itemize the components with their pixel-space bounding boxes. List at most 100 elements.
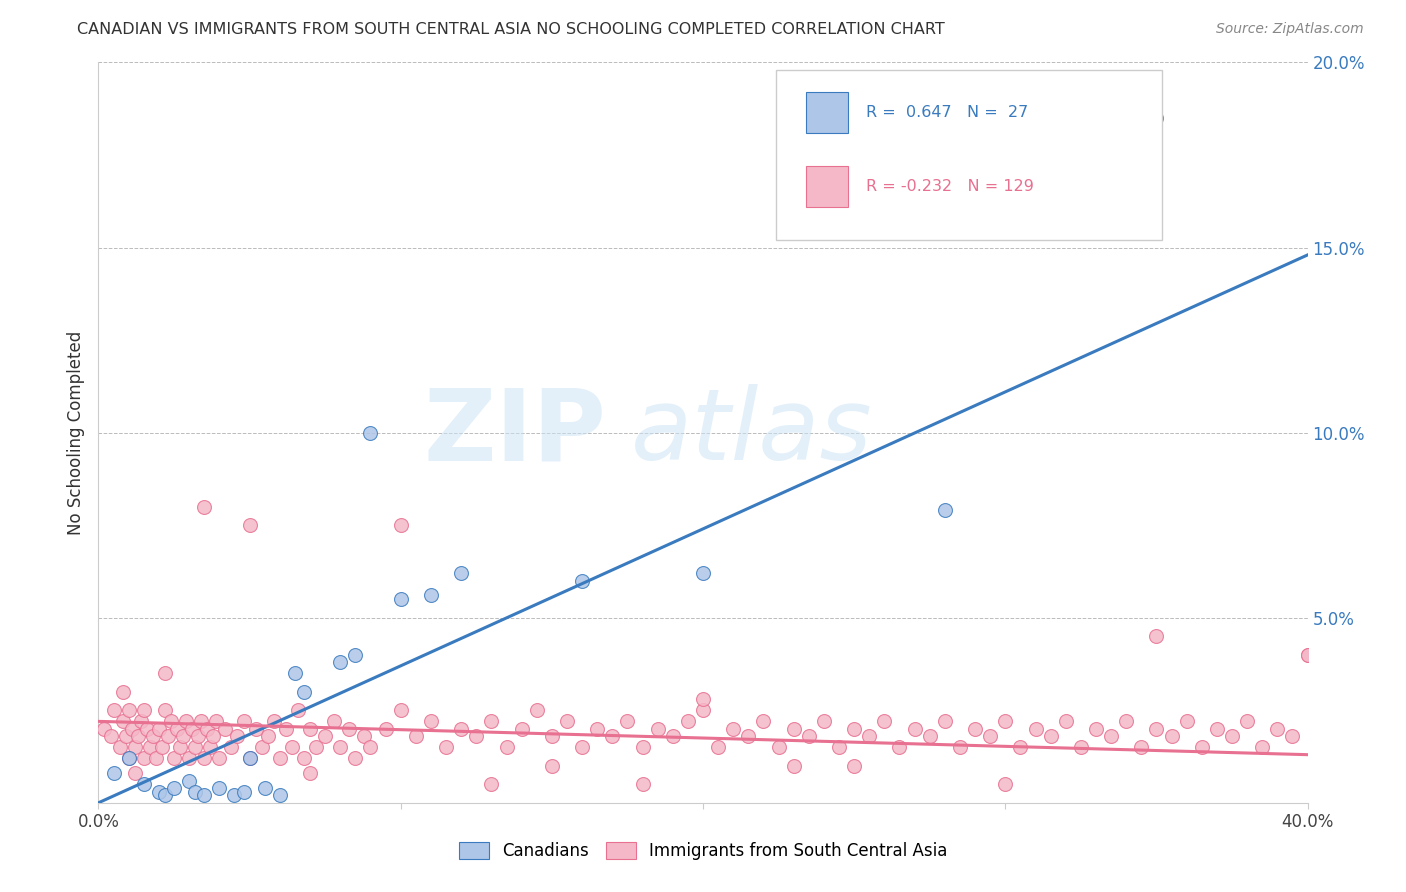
Point [163,751,186,765]
Bar [806,92,848,133]
Point [153,703,176,717]
Point [139,740,162,755]
Point [994,777,1017,791]
Point [360,425,382,440]
Point [253,780,276,795]
Point [797,729,820,743]
Point [160,714,183,729]
Point [323,714,346,729]
Point [873,714,896,729]
Point [329,740,352,755]
Point [287,703,309,717]
Point [132,703,155,717]
Point [232,714,254,729]
Point [239,751,262,765]
Point [205,714,228,729]
Point [405,729,427,743]
Point [226,729,249,743]
Point [111,714,134,729]
Point [374,722,396,736]
Point [692,566,714,581]
Point [389,518,412,533]
Point [118,703,141,717]
Point [329,655,352,669]
Point [737,729,759,743]
Point [844,722,866,736]
Point [100,729,122,743]
Point [299,766,322,780]
Point [586,722,609,736]
Point [631,740,654,755]
Point [224,789,246,803]
Point [1115,714,1137,729]
Point [263,714,285,729]
Point [337,722,360,736]
Point [1144,722,1167,736]
FancyBboxPatch shape [776,70,1163,240]
Point [783,758,806,772]
Point [723,722,745,736]
Point [103,766,125,780]
Point [904,722,927,736]
Point [202,729,225,743]
Text: R =  0.647   N =  27: R = 0.647 N = 27 [866,104,1028,120]
Text: Source: ZipAtlas.com: Source: ZipAtlas.com [1216,22,1364,37]
Point [269,789,291,803]
Point [1130,740,1153,755]
Point [181,722,204,736]
Point [129,714,152,729]
Point [526,703,548,717]
Point [555,714,578,729]
Point [284,666,307,681]
Point [1296,648,1319,662]
Point [360,740,382,755]
Point [661,729,683,743]
Point [148,785,170,799]
Point [166,722,188,736]
Point [239,751,262,765]
Point [184,785,207,799]
Legend: Canadians, Immigrants from South Central Asia: Canadians, Immigrants from South Central… [450,834,956,869]
Point [1296,648,1319,662]
Point [292,685,315,699]
Point [232,785,254,799]
Point [132,777,155,791]
Point [616,714,638,729]
Point [510,722,533,736]
Point [135,722,157,736]
Point [118,751,141,765]
Point [934,714,956,729]
Text: atlas: atlas [630,384,872,481]
Point [1175,714,1198,729]
Point [707,740,730,755]
Point [828,740,851,755]
Point [132,751,155,765]
Point [124,766,146,780]
Point [571,574,593,588]
Point [1251,740,1274,755]
Point [965,722,987,736]
Point [1024,722,1046,736]
Point [752,714,775,729]
Point [193,751,215,765]
Point [174,714,197,729]
Point [256,729,278,743]
Point [118,751,141,765]
Point [934,503,956,517]
Point [292,751,315,765]
Point [108,740,131,755]
Point [389,703,412,717]
Point [450,566,472,581]
Point [239,518,262,533]
Point [114,729,136,743]
Point [208,780,231,795]
Point [299,722,322,736]
Point [481,714,503,729]
Point [148,722,170,736]
Point [420,589,443,603]
Point [571,740,593,755]
Point [193,500,215,514]
Point [145,751,167,765]
Point [420,714,443,729]
Point [1039,729,1062,743]
